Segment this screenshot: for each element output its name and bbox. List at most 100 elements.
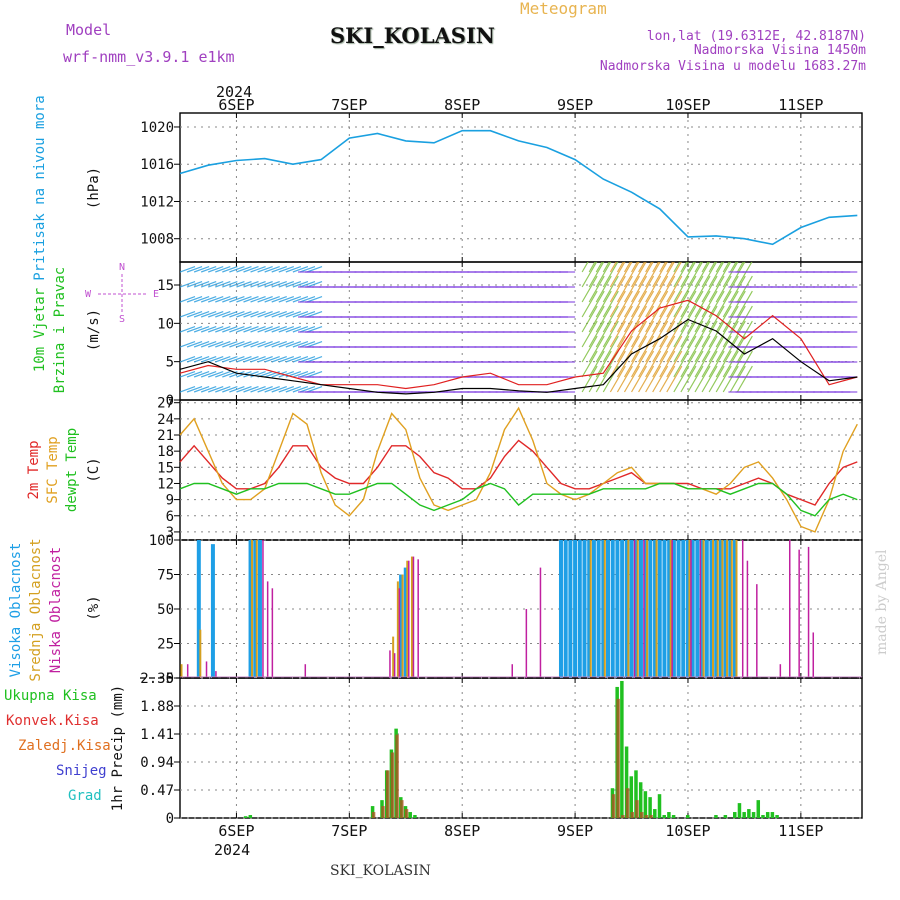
wind-arrow (271, 325, 287, 333)
cloud-axis-label: Niska Oblacnost (48, 547, 64, 673)
wind-arrow (271, 295, 287, 303)
wind-arrow (722, 262, 739, 288)
y-tick-label: 1.88 (140, 699, 174, 715)
cloud-bar (657, 540, 662, 678)
wind-arrow (222, 295, 238, 303)
cloud-bar (721, 540, 724, 678)
precip-bar (385, 770, 390, 818)
wind-arrow (306, 325, 323, 333)
model-name: wrf-nmm_v3.9.1 e1km (63, 48, 235, 66)
precip-bar (639, 812, 644, 818)
cloud-bar (398, 588, 401, 678)
cloud-bar (257, 540, 262, 678)
wind-arrow (680, 365, 697, 393)
wind-arrow (208, 310, 224, 318)
precip-legend-label: Snijeg (56, 763, 107, 779)
y-tick-label: 1008 (140, 232, 174, 248)
wind-arrow (257, 355, 273, 363)
cloud-bar (589, 540, 592, 678)
wind-arrow (229, 370, 245, 378)
wind-arrow (243, 385, 259, 393)
wind-arrow (631, 262, 647, 288)
wind-arrow (595, 335, 612, 363)
y-tick-label: 2.35 (140, 671, 174, 687)
wind-arrow (645, 262, 661, 288)
cloud-bar (253, 540, 258, 678)
model-elevation-text: Nadmorska Visina u modelu 1683.27m (600, 59, 866, 74)
temp-axis-label: dewpt Temp (64, 428, 80, 512)
wind-arrow (631, 350, 648, 378)
y-tick-label: 75 (157, 568, 174, 584)
footer-station: SKI_KOLASIN (330, 863, 431, 879)
wind-arrow (306, 370, 323, 378)
wind-arrow (299, 310, 316, 318)
wind-arrow (652, 262, 660, 273)
y-tick-label: 3 (166, 525, 174, 541)
cloud-bar (205, 661, 208, 678)
y-tick-label: 9 (166, 493, 174, 509)
x-day-label: 8SEP (444, 822, 480, 840)
wind-arrow (701, 275, 718, 303)
wind-arrow (581, 305, 598, 333)
wind-arrow (638, 275, 655, 303)
wind-axis-label: 10m Vjetar (32, 288, 48, 372)
wind-arrow (222, 265, 238, 273)
precip-bar (649, 815, 653, 818)
cloud-bar (186, 664, 189, 678)
wind-arrow (623, 275, 640, 303)
wind-arrow (299, 370, 316, 378)
wind-arrow (687, 262, 704, 288)
wind-arrow (243, 280, 259, 288)
wind-arrow (680, 290, 697, 318)
x-day-label: 7SEP (331, 822, 367, 840)
cloud-axis-label: Srednja Oblacnost (28, 538, 44, 681)
precip-bar (742, 812, 746, 818)
wind-arrow (701, 335, 718, 363)
wind-key-south: S (119, 314, 125, 325)
wind-arrow (680, 275, 697, 303)
wind-arrow (222, 310, 238, 318)
wind-arrow (299, 325, 316, 333)
precip-bar (634, 770, 638, 818)
wind-arrow (581, 275, 598, 303)
wind-arrow (299, 295, 316, 303)
precip-bar (408, 812, 412, 818)
cloud-bar (716, 540, 719, 678)
wind-arrow (602, 262, 610, 273)
cloud-bar (690, 540, 692, 678)
precip-bar (625, 788, 630, 818)
wind-arrow (278, 385, 295, 393)
wind-arrow (222, 355, 238, 363)
wind-arrow (595, 262, 603, 273)
wind-key-west: W (85, 289, 92, 300)
wind-arrow (694, 290, 711, 318)
cloud-axis-label: Visoka Oblacnost (8, 543, 24, 678)
wind-arrow (729, 290, 746, 318)
cloud-bar (746, 560, 749, 678)
cloud-bar (603, 540, 606, 678)
cloud-bar (215, 671, 217, 678)
wind-arrow (200, 385, 217, 393)
precip-bar (747, 809, 751, 818)
wind-arrow (673, 335, 690, 363)
precip-bar (638, 782, 643, 818)
wind-arrow (659, 305, 676, 333)
wind-arrow (609, 350, 626, 378)
precip-bar (243, 816, 248, 818)
cloud-bar (788, 540, 791, 678)
wind-arrow (180, 265, 196, 273)
precip-bar (662, 815, 666, 818)
wind-arrow (652, 335, 669, 363)
wind-arrow (264, 355, 280, 363)
cloud-bar (702, 540, 705, 678)
x-day-label: 10SEP (665, 96, 710, 114)
wind-arrow (652, 320, 669, 348)
cloud-bar (718, 540, 723, 678)
cloud-bar (629, 540, 634, 678)
wind-arrow (264, 310, 280, 318)
wind-arrow (257, 295, 273, 303)
cloud-bar (733, 540, 738, 678)
wind-arrow (722, 350, 739, 378)
wind-arrow (652, 350, 669, 378)
wind-arrow (631, 262, 638, 273)
